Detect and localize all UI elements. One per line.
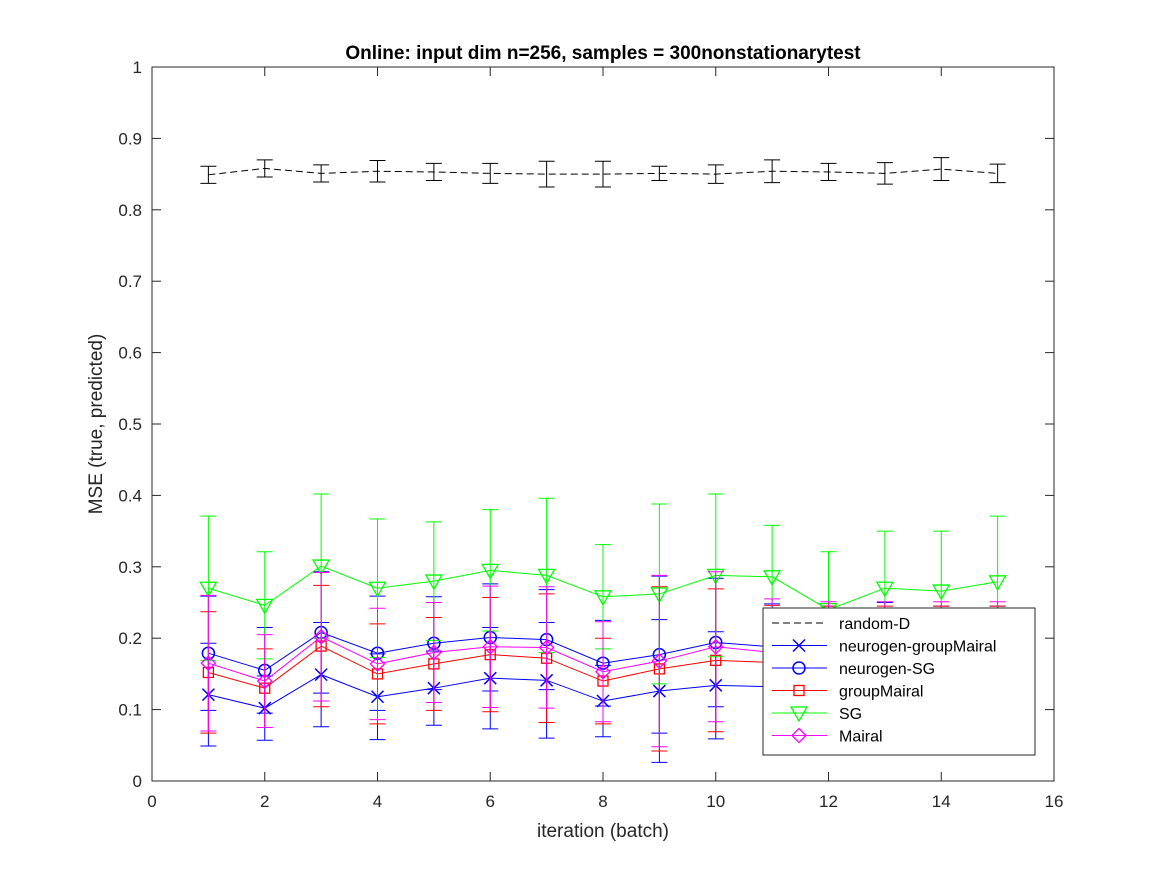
series-line-SG bbox=[208, 565, 998, 611]
y-tick-label: 0.7 bbox=[118, 272, 142, 291]
data-point bbox=[368, 581, 387, 598]
x-tick-label: 14 bbox=[932, 792, 951, 811]
data-point bbox=[595, 663, 611, 680]
legend-item: groupMairal bbox=[772, 684, 923, 701]
data-point bbox=[538, 639, 555, 656]
y-tick-label: 0.9 bbox=[118, 129, 142, 148]
error-bar bbox=[595, 160, 611, 188]
data-point bbox=[482, 638, 499, 655]
legend-box bbox=[762, 607, 1036, 756]
legend-label: neurogen-groupMairal bbox=[839, 639, 996, 656]
x-tick-label: 0 bbox=[147, 792, 156, 811]
data-point bbox=[312, 559, 331, 576]
x-tick-label: 4 bbox=[373, 792, 382, 811]
y-tick-label: 0 bbox=[133, 772, 142, 791]
error-bar bbox=[482, 162, 499, 184]
legend-label: Mairal bbox=[839, 729, 883, 746]
legend-label: random-D bbox=[839, 616, 910, 633]
x-tick-label: 16 bbox=[1045, 792, 1064, 811]
legend: random-D neurogen-groupMairal neurogen-SG g… bbox=[762, 607, 1036, 756]
x-tick-label: 8 bbox=[598, 792, 607, 811]
legend-item: random-D bbox=[772, 616, 910, 633]
x-tick-label: 10 bbox=[706, 792, 725, 811]
y-axis-label: MSE (true, predicted) bbox=[86, 334, 107, 515]
legend-item: SG bbox=[772, 706, 862, 723]
data-point bbox=[369, 655, 386, 672]
y-tick-label: 0.2 bbox=[118, 629, 142, 648]
data-point bbox=[481, 563, 500, 580]
chart-title: Online: input dim n=256, samples = 300no… bbox=[345, 43, 861, 64]
data-point bbox=[256, 673, 273, 689]
data-point bbox=[875, 581, 894, 598]
legend-marker bbox=[792, 661, 806, 675]
series-random-D bbox=[200, 157, 1006, 188]
x-tick-label: 12 bbox=[819, 792, 838, 811]
axes-layer: 0 2 4 6 8 10 12 14 16 0 0.1 0.2 0.3 0.4 0.5 0.6 0.7 0.8 0.… bbox=[118, 58, 1063, 811]
x-tick-label: 6 bbox=[486, 792, 495, 811]
legend-label: groupMairal bbox=[839, 684, 923, 701]
legend-item: neurogen-groupMairal bbox=[772, 639, 996, 656]
legend-item: neurogen-SG bbox=[772, 661, 935, 678]
legend-label: SG bbox=[839, 706, 862, 723]
y-tick-label: 0.6 bbox=[118, 344, 142, 363]
y-tick-label: 0.1 bbox=[118, 701, 142, 720]
data-point bbox=[313, 628, 330, 645]
data-point bbox=[763, 570, 782, 587]
y-tick-label: 0.8 bbox=[118, 201, 142, 220]
data-point bbox=[932, 584, 951, 601]
legend-marker bbox=[793, 684, 805, 697]
legend-marker bbox=[792, 638, 806, 653]
error-bar bbox=[933, 157, 950, 182]
data-point bbox=[424, 574, 443, 591]
y-tick-label: 1 bbox=[133, 58, 142, 77]
error-bar bbox=[538, 160, 555, 188]
data-point bbox=[593, 590, 613, 607]
data-point bbox=[988, 575, 1007, 592]
data-point bbox=[651, 653, 668, 669]
data-point bbox=[199, 581, 218, 598]
y-tick-label: 0.3 bbox=[118, 558, 142, 577]
legend-marker bbox=[791, 727, 807, 744]
data-point bbox=[537, 568, 556, 585]
y-tick-label: 0.5 bbox=[118, 415, 142, 434]
y-tick-label: 0.4 bbox=[118, 486, 142, 505]
error-bar bbox=[989, 163, 1006, 184]
data-point bbox=[706, 568, 725, 585]
data-point bbox=[200, 655, 217, 672]
x-tick-label: 2 bbox=[260, 792, 269, 811]
legend-label: neurogen-SG bbox=[839, 661, 935, 678]
legend-item: Mairal bbox=[772, 727, 883, 746]
x-axis-label: iteration (batch) bbox=[537, 821, 669, 842]
data-point bbox=[707, 638, 724, 655]
data-point bbox=[255, 598, 274, 615]
data-point bbox=[425, 644, 442, 661]
legend-marker bbox=[789, 706, 809, 723]
series-line-random-D bbox=[208, 167, 998, 176]
